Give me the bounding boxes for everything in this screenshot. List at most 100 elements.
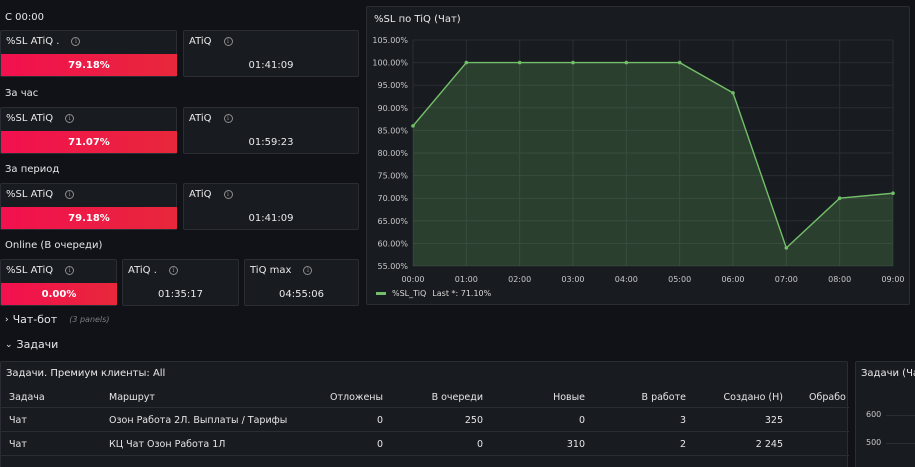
info-icon[interactable]: i xyxy=(65,114,75,123)
x-tick-label: 04:00 xyxy=(615,275,638,284)
y-tick-label: 55.00% xyxy=(377,262,408,271)
info-icon[interactable]: i xyxy=(303,266,313,275)
info-icon[interactable]: i xyxy=(223,114,233,123)
data-point xyxy=(517,60,522,65)
y-tick-label: 80.00% xyxy=(377,149,408,158)
section-heading-since-midnight: С 00:00 xyxy=(5,12,44,23)
col-header-processed[interactable]: Обрабо xyxy=(809,392,846,403)
atiq-panel-today[interactable]: ATiQ i 01:41:09 xyxy=(183,30,359,77)
sl-value-bar: 71.07% xyxy=(1,131,177,153)
chart-legend[interactable]: %SL_TiQ Last *: 71.10% xyxy=(376,289,491,298)
y-tick-label: 65.00% xyxy=(377,217,408,226)
x-tick-label: 01:00 xyxy=(455,275,478,284)
data-point xyxy=(571,60,575,65)
tasks-table-panel[interactable]: Задачи. Премиум клиенты: All Задача Марш… xyxy=(0,361,849,467)
table-row[interactable]: Чат КЦ Чат Озон Работа 1Л 0 0 310 2 2 24… xyxy=(1,432,849,456)
panel-title: TiQ max xyxy=(250,265,292,276)
col-header-postponed[interactable]: Отложены xyxy=(329,392,383,403)
data-point xyxy=(411,124,415,128)
col-header-new[interactable]: Новые xyxy=(553,392,585,403)
x-tick-label: 07:00 xyxy=(775,275,798,284)
grid-line xyxy=(886,443,915,444)
atiq-panel-online[interactable]: ATiQ . i 01:35:17 xyxy=(122,259,239,306)
legend-swatch xyxy=(376,292,386,295)
col-header-created[interactable]: Создано (Н) xyxy=(723,392,784,403)
cell-postponed: 0 xyxy=(376,415,383,426)
col-header-route[interactable]: Маршрут xyxy=(109,392,155,403)
atiq-value: 01:41:09 xyxy=(248,60,294,71)
data-point xyxy=(464,60,469,65)
tiq-max-value: 04:55:06 xyxy=(279,289,324,300)
row-chatbot-label: Чат-бот xyxy=(12,313,58,326)
panel-title: %SL ATiQ xyxy=(6,113,54,124)
cell-new: 310 xyxy=(566,439,585,450)
cell-task: Чат xyxy=(9,415,27,426)
series-area xyxy=(413,62,893,266)
info-icon[interactable]: i xyxy=(71,37,81,46)
row-chatbot-panel-count: (3 panels) xyxy=(69,315,110,324)
chevron-down-icon: ⌄ xyxy=(5,339,13,350)
sl-atiq-panel-hour[interactable]: %SL ATiQ i 71.07% xyxy=(0,107,177,154)
atiq-panel-hour[interactable]: ATiQ i 01:59:23 xyxy=(183,107,359,154)
x-tick-label: 06:00 xyxy=(721,275,744,284)
table-header: Задача Маршрут Отложены В очереди Новые … xyxy=(1,386,849,408)
y-tick-label: 100.00% xyxy=(372,59,408,68)
chart-title: %SL по TiQ (Чат) xyxy=(374,14,461,25)
info-icon[interactable]: i xyxy=(65,190,75,199)
info-icon[interactable]: i xyxy=(65,266,75,275)
sl-tiq-chart-panel[interactable]: %SL по TiQ (Чат) 55.00% 60.00% 65.00% 70.00… xyxy=(366,6,910,305)
y-tick-label: 70.00% xyxy=(377,194,408,203)
panel-title: Задачи (Чат xyxy=(861,368,915,379)
grid-line xyxy=(886,415,915,416)
legend-series-name: %SL_TiQ xyxy=(392,289,427,298)
tiq-max-panel-online[interactable]: TiQ max i 04:55:06 xyxy=(244,259,359,306)
section-heading-last-hour: За час xyxy=(5,88,39,99)
chevron-right-icon: › xyxy=(5,314,9,325)
sl-atiq-panel-period[interactable]: %SL ATiQ i 79.18% xyxy=(0,183,177,230)
y-tick-label: 60.00% xyxy=(377,239,408,248)
tasks-chat-chart-panel[interactable]: Задачи (Чат 600 500 xyxy=(855,361,915,467)
y-tick-label: 500 xyxy=(866,438,882,447)
info-icon[interactable]: i xyxy=(223,190,233,199)
col-header-in-queue[interactable]: В очереди xyxy=(431,392,483,403)
x-tick-label: 08:00 xyxy=(828,275,851,284)
data-point xyxy=(677,60,682,65)
row-tasks-label: Задачи xyxy=(16,338,59,351)
col-header-in-work[interactable]: В работе xyxy=(641,392,686,403)
data-point xyxy=(624,60,629,65)
sl-value-bar: 79.18% xyxy=(1,54,177,76)
table-title: Задачи. Премиум клиенты: All xyxy=(6,368,166,379)
col-header-task[interactable]: Задача xyxy=(9,392,45,403)
info-icon[interactable]: i xyxy=(168,266,178,275)
row-tasks[interactable]: ⌄ Задачи xyxy=(5,338,58,351)
sl-atiq-panel-online[interactable]: %SL ATiQ i 0.00% xyxy=(0,259,117,306)
panel-title: %SL ATiQ . xyxy=(6,36,60,47)
section-heading-online: Online (В очереди) xyxy=(5,240,103,251)
row-chatbot[interactable]: › Чат-бот (3 panels) xyxy=(5,313,109,326)
panel-title: ATiQ xyxy=(189,36,212,47)
y-tick-label: 85.00% xyxy=(377,126,408,135)
cell-in-queue: 250 xyxy=(464,415,483,426)
section-heading-period: За период xyxy=(5,164,60,175)
info-icon[interactable]: i xyxy=(223,37,233,46)
atiq-panel-period[interactable]: ATiQ i 01:41:09 xyxy=(183,183,359,230)
panel-title: ATiQ . xyxy=(128,265,157,276)
series-line xyxy=(412,61,894,250)
data-point xyxy=(784,246,789,250)
cell-created: 2 245 xyxy=(755,439,783,450)
cell-postponed: 0 xyxy=(376,439,383,450)
atiq-value: 01:41:09 xyxy=(248,213,294,224)
table-row[interactable]: Чат Озон Работа 2Л. Выплаты / Тарифы 0 2… xyxy=(1,408,849,432)
panel-title: ATiQ xyxy=(189,113,212,124)
data-point xyxy=(891,191,895,196)
cell-in-work: 2 xyxy=(679,439,686,450)
data-point xyxy=(731,91,735,95)
cell-in-work: 3 xyxy=(679,415,686,426)
data-point xyxy=(837,196,842,200)
atiq-value: 01:35:17 xyxy=(158,289,203,300)
panel-title: ATiQ xyxy=(189,189,212,200)
sl-tiq-chart[interactable]: 55.00% 60.00% 65.00% 70.00% 75.00% 80.00% 85.0… xyxy=(367,7,911,306)
legend-last-value: Last *: 71.10% xyxy=(432,289,492,298)
sl-atiq-panel-today[interactable]: %SL ATiQ . i 79.18% xyxy=(0,30,177,77)
y-tick-label: 75.00% xyxy=(377,172,408,181)
